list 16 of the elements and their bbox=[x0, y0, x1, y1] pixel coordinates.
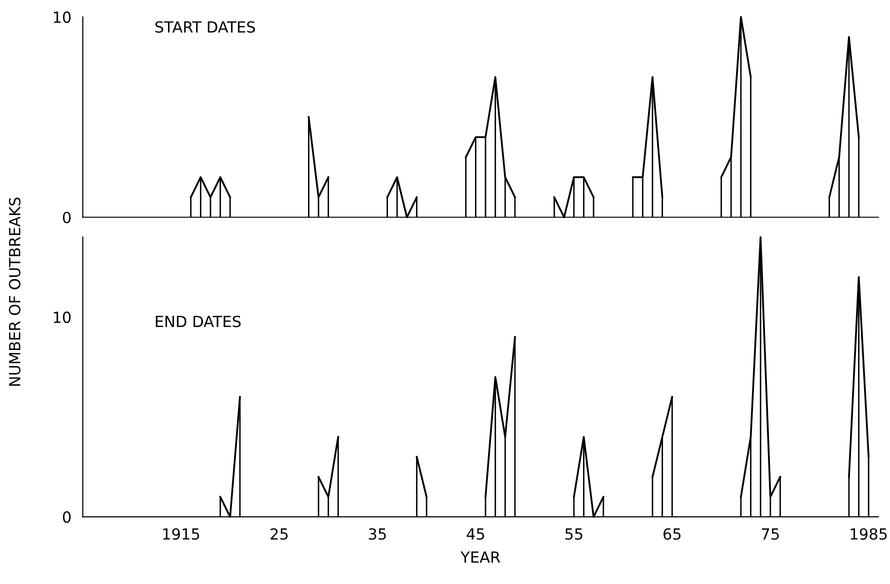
x-tick-label: 65 bbox=[663, 528, 681, 540]
x-tick-label: 45 bbox=[466, 528, 484, 540]
x-tick-label: 75 bbox=[762, 528, 779, 540]
x-tick-label: 25 bbox=[270, 528, 288, 540]
y-tick-label: 0 bbox=[62, 511, 71, 523]
x-tick-label: 1915 bbox=[163, 528, 200, 540]
x-tick-label: 55 bbox=[565, 528, 582, 540]
text: END DATES bbox=[156, 316, 241, 328]
y-axis-title: NUMBER OF OUTBREAKS bbox=[8, 198, 20, 386]
x-tick-label: 1985 bbox=[850, 528, 887, 540]
chart-title: START DATES bbox=[155, 21, 255, 33]
x-tick-label: 35 bbox=[368, 528, 386, 540]
y-tick-label: 0 bbox=[62, 212, 71, 224]
y-tick-label: 10 bbox=[54, 11, 71, 23]
x-axis-title: YEAR bbox=[460, 552, 500, 563]
y-tick-label: 10 bbox=[54, 311, 71, 324]
